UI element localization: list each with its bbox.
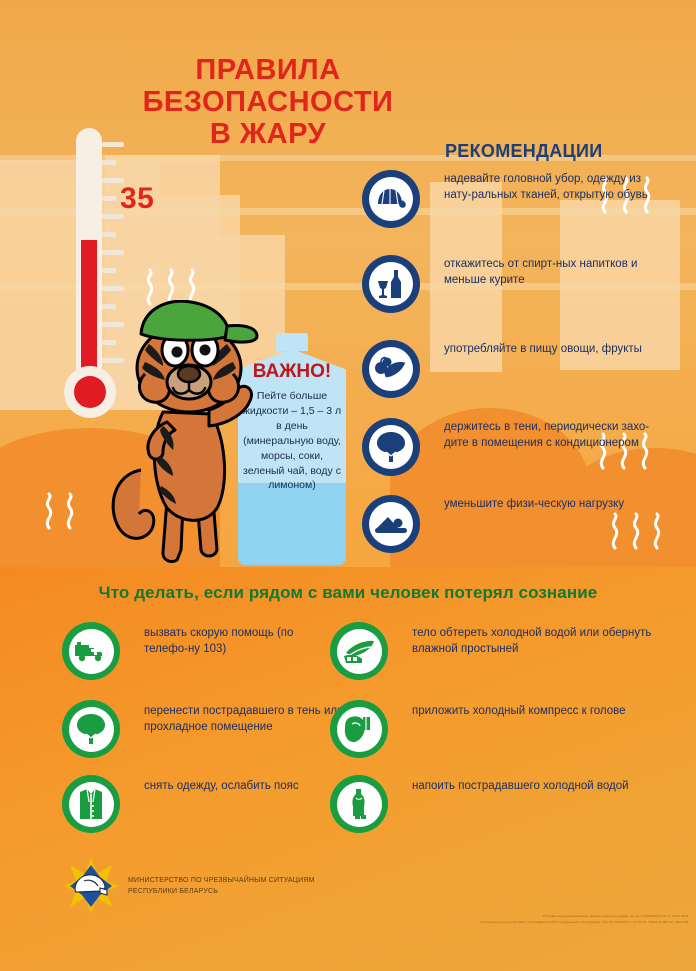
tiger-mascot — [111, 300, 259, 564]
tree-icon — [62, 700, 120, 758]
thermometer-tick — [102, 178, 124, 183]
cold-compress-icon — [330, 700, 388, 758]
background-stripe-2 — [0, 208, 696, 215]
resting-person-icon — [362, 495, 420, 553]
resting-person-icon-glyph — [375, 517, 407, 533]
temperature-reading: 35 — [120, 182, 155, 215]
thermometer-mercury — [81, 240, 97, 405]
thermometer-tick — [102, 160, 116, 165]
tree-icon-glyph — [77, 714, 105, 744]
title-line-2: БЕЗОПАСНОСТИ — [142, 85, 394, 118]
fine-print: РУП «Белтелерадиокомпания» филиал «Светл… — [260, 914, 688, 926]
bottle-water — [238, 483, 346, 565]
recommendations-heading: РЕКОМЕНДАЦИИ — [445, 141, 603, 161]
heat-waves-left-bottom — [45, 492, 74, 530]
cold-compress-icon-glyph — [344, 716, 370, 743]
cap-icon-glyph — [378, 189, 406, 208]
title-line-3: В ЖАРУ — [209, 117, 327, 150]
background-stripe-3 — [0, 283, 696, 290]
fine-print-line-1: РУП «Белтелерадиокомпания» филиал «Светл… — [542, 914, 688, 918]
thermometer-tick — [102, 358, 124, 363]
thermometer-tick — [102, 142, 124, 147]
ambulance-icon-glyph — [75, 642, 102, 662]
background-hill-2 — [390, 408, 590, 568]
thermometer-tick — [102, 196, 116, 201]
clothing-icon-glyph — [80, 788, 102, 819]
recommendation-text: надевайте головной убор, одежду из нату-… — [444, 173, 648, 201]
tree-icon — [362, 418, 420, 476]
first-aid-text: вызвать скорую помощь (по телефо-ну 103) — [144, 627, 294, 655]
first-aid-text: приложить холодный компресс к голове — [412, 705, 626, 717]
mchs-star-helmet-logo — [63, 858, 119, 914]
thermometer-tick — [102, 304, 116, 309]
important-body-text: Пейте больше жидкости – 1,5 – 3 л в день… — [242, 390, 342, 492]
recommendation-text: держитесь в тени, периодически захо-дите… — [444, 421, 650, 449]
important-water-bottle: ВАЖНО! Пейте больше жидкости – 1,5 – 3 л… — [238, 333, 346, 565]
ministry-name: МИНИСТЕРСТВО ПО ЧРЕЗВЫЧАЙНЫМ СИТУАЦИЯМ Р… — [128, 875, 315, 897]
bottle-glass-icon-glyph — [378, 270, 401, 298]
heat-waves-right-mid — [599, 432, 649, 470]
recommendation-text: уменьшите физи-ческую нагрузку — [444, 498, 625, 510]
heat-waves-right-upper — [601, 176, 651, 214]
ministry-line-1: МИНИСТЕРСТВО ПО ЧРЕЗВЫЧАЙНЫМ СИТУАЦИЯМ — [128, 877, 315, 884]
thermometer — [64, 128, 124, 418]
thermometer-tick — [102, 340, 116, 345]
thermometer-tick — [102, 268, 116, 273]
thermometer-tick — [102, 232, 116, 237]
bottle-water-surface — [238, 483, 346, 491]
thermometer-tick — [102, 286, 124, 291]
recommendation-text: употребляйте в пищу овощи, фрукты — [444, 343, 642, 355]
fruits-icon — [362, 340, 420, 398]
ministry-line-2: РЕСПУБЛИКИ БЕЛАРУСЬ — [128, 888, 219, 896]
thermometer-tick — [102, 322, 124, 327]
bottle-neck — [276, 333, 308, 351]
clothing-icon — [62, 775, 120, 833]
first-aid-text: напоить пострадавшего холодной водой — [412, 780, 629, 792]
fine-print-line-2: Отпечатано в агентской памяти типография… — [480, 919, 688, 924]
title-line-1: ПРАВИЛА — [195, 54, 341, 86]
background-hill-3 — [560, 448, 696, 568]
water-bottle-icon — [330, 775, 388, 833]
first-aid-text: снять одежду, ослабить пояс — [144, 780, 299, 792]
page-title: ПРАВИЛА БЕЗОПАСНОСТИ В ЖАРУ — [118, 54, 418, 151]
thermometer-bulb-fill — [74, 376, 106, 408]
recommendation-text: откажитесь от спирт-ных напитков и меньш… — [444, 258, 638, 286]
fruits-icon-glyph — [375, 356, 407, 379]
cap-icon — [362, 170, 420, 228]
first-aid-heading: Что делать, если рядом с вами человек по… — [98, 583, 598, 602]
tree-icon-glyph — [377, 432, 405, 462]
first-aid-text: тело обтереть холодной водой или обернут… — [412, 627, 652, 655]
important-heading: ВАЖНО! — [252, 361, 332, 382]
water-bottle-icon-glyph — [352, 789, 366, 819]
heat-waves-right-lower — [611, 512, 661, 550]
heat-waves-thermometer — [146, 268, 196, 306]
thermometer-tick — [102, 214, 124, 219]
background-stripe-1 — [0, 155, 696, 161]
wiping-hand-icon-glyph — [344, 640, 374, 663]
bottle-glass-icon — [362, 255, 420, 313]
first-aid-text: перенести пострадавшего в тень или прохл… — [144, 705, 344, 733]
ambulance-icon — [62, 622, 120, 680]
wiping-hand-icon — [330, 622, 388, 680]
thermometer-tick — [102, 250, 124, 255]
